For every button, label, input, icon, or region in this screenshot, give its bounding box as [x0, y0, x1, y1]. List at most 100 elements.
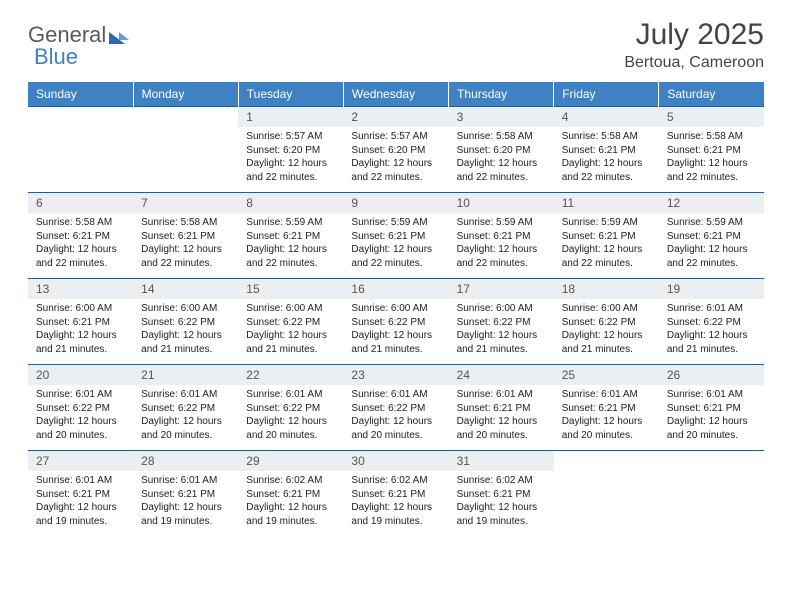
- calendar-day-cell: 19Sunrise: 6:01 AMSunset: 6:22 PMDayligh…: [659, 279, 764, 365]
- day-number: 27: [28, 451, 133, 471]
- day-details: Sunrise: 5:59 AMSunset: 6:21 PMDaylight:…: [343, 213, 448, 276]
- day-number: 28: [133, 451, 238, 471]
- day-details: Sunrise: 6:00 AMSunset: 6:22 PMDaylight:…: [133, 299, 238, 362]
- calendar-week-row: 13Sunrise: 6:00 AMSunset: 6:21 PMDayligh…: [28, 279, 764, 365]
- day-number: 16: [343, 279, 448, 299]
- calendar-day-cell: 21Sunrise: 6:01 AMSunset: 6:22 PMDayligh…: [133, 365, 238, 451]
- weekday-header: Friday: [554, 82, 659, 107]
- day-details: Sunrise: 6:01 AMSunset: 6:22 PMDaylight:…: [238, 385, 343, 448]
- day-details: Sunrise: 6:01 AMSunset: 6:21 PMDaylight:…: [449, 385, 554, 448]
- calendar-day-cell: 15Sunrise: 6:00 AMSunset: 6:22 PMDayligh…: [238, 279, 343, 365]
- calendar-day-cell: 26Sunrise: 6:01 AMSunset: 6:21 PMDayligh…: [659, 365, 764, 451]
- day-details: Sunrise: 5:59 AMSunset: 6:21 PMDaylight:…: [238, 213, 343, 276]
- calendar-day-cell: 17Sunrise: 6:00 AMSunset: 6:22 PMDayligh…: [449, 279, 554, 365]
- day-number: 11: [554, 193, 659, 213]
- calendar-week-row: 6Sunrise: 5:58 AMSunset: 6:21 PMDaylight…: [28, 193, 764, 279]
- month-title: July 2025: [624, 18, 764, 52]
- day-details: Sunrise: 6:00 AMSunset: 6:22 PMDaylight:…: [554, 299, 659, 362]
- day-number: 15: [238, 279, 343, 299]
- header: General July 2025 Bertoua, Cameroon: [28, 18, 764, 72]
- day-details: Sunrise: 6:01 AMSunset: 6:21 PMDaylight:…: [554, 385, 659, 448]
- calendar-day-cell: 5Sunrise: 5:58 AMSunset: 6:21 PMDaylight…: [659, 107, 764, 193]
- calendar-day-cell: 31Sunrise: 6:02 AMSunset: 6:21 PMDayligh…: [449, 451, 554, 537]
- location: Bertoua, Cameroon: [624, 54, 764, 72]
- day-number: 4: [554, 107, 659, 127]
- day-details: Sunrise: 6:01 AMSunset: 6:22 PMDaylight:…: [133, 385, 238, 448]
- day-number: 29: [238, 451, 343, 471]
- day-number: 19: [659, 279, 764, 299]
- calendar-day-cell: 6Sunrise: 5:58 AMSunset: 6:21 PMDaylight…: [28, 193, 133, 279]
- day-number: 21: [133, 365, 238, 385]
- day-details: Sunrise: 6:01 AMSunset: 6:22 PMDaylight:…: [343, 385, 448, 448]
- day-number: 3: [449, 107, 554, 127]
- calendar-day-cell: 14Sunrise: 6:00 AMSunset: 6:22 PMDayligh…: [133, 279, 238, 365]
- calendar-day-cell: 25Sunrise: 6:01 AMSunset: 6:21 PMDayligh…: [554, 365, 659, 451]
- day-details: Sunrise: 5:59 AMSunset: 6:21 PMDaylight:…: [659, 213, 764, 276]
- day-number: 23: [343, 365, 448, 385]
- day-number: 18: [554, 279, 659, 299]
- day-number: 7: [133, 193, 238, 213]
- day-number: 20: [28, 365, 133, 385]
- calendar-table: SundayMondayTuesdayWednesdayThursdayFrid…: [28, 82, 764, 537]
- calendar-day-cell: 27Sunrise: 6:01 AMSunset: 6:21 PMDayligh…: [28, 451, 133, 537]
- day-details: Sunrise: 5:58 AMSunset: 6:21 PMDaylight:…: [28, 213, 133, 276]
- day-details: Sunrise: 5:57 AMSunset: 6:20 PMDaylight:…: [238, 127, 343, 190]
- day-details: Sunrise: 6:00 AMSunset: 6:21 PMDaylight:…: [28, 299, 133, 362]
- day-details: Sunrise: 6:01 AMSunset: 6:22 PMDaylight:…: [28, 385, 133, 448]
- day-number: 26: [659, 365, 764, 385]
- day-details: Sunrise: 6:02 AMSunset: 6:21 PMDaylight:…: [449, 471, 554, 534]
- logo-text-2: Blue: [34, 44, 78, 70]
- day-details: Sunrise: 6:02 AMSunset: 6:21 PMDaylight:…: [343, 471, 448, 534]
- weekday-header: Monday: [133, 82, 238, 107]
- weekday-header: Sunday: [28, 82, 133, 107]
- calendar-day-cell: 7Sunrise: 5:58 AMSunset: 6:21 PMDaylight…: [133, 193, 238, 279]
- day-number: 14: [133, 279, 238, 299]
- day-details: Sunrise: 5:59 AMSunset: 6:21 PMDaylight:…: [449, 213, 554, 276]
- calendar-day-cell: 23Sunrise: 6:01 AMSunset: 6:22 PMDayligh…: [343, 365, 448, 451]
- calendar-day-cell: 11Sunrise: 5:59 AMSunset: 6:21 PMDayligh…: [554, 193, 659, 279]
- day-number: 13: [28, 279, 133, 299]
- weekday-header: Thursday: [449, 82, 554, 107]
- day-details: Sunrise: 5:58 AMSunset: 6:21 PMDaylight:…: [659, 127, 764, 190]
- day-details: Sunrise: 6:00 AMSunset: 6:22 PMDaylight:…: [449, 299, 554, 362]
- day-number: 31: [449, 451, 554, 471]
- calendar-empty-cell: ..: [554, 451, 659, 537]
- day-number: 9: [343, 193, 448, 213]
- weekday-header: Tuesday: [238, 82, 343, 107]
- logo-triangle2-icon: [119, 32, 129, 40]
- weekday-header: Wednesday: [343, 82, 448, 107]
- day-number: 22: [238, 365, 343, 385]
- day-number: 30: [343, 451, 448, 471]
- day-details: Sunrise: 6:00 AMSunset: 6:22 PMDaylight:…: [343, 299, 448, 362]
- day-number: 10: [449, 193, 554, 213]
- calendar-day-cell: 24Sunrise: 6:01 AMSunset: 6:21 PMDayligh…: [449, 365, 554, 451]
- calendar-day-cell: 22Sunrise: 6:01 AMSunset: 6:22 PMDayligh…: [238, 365, 343, 451]
- calendar-day-cell: 18Sunrise: 6:00 AMSunset: 6:22 PMDayligh…: [554, 279, 659, 365]
- calendar-empty-cell: ..: [28, 107, 133, 193]
- calendar-day-cell: 8Sunrise: 5:59 AMSunset: 6:21 PMDaylight…: [238, 193, 343, 279]
- calendar-week-row: 27Sunrise: 6:01 AMSunset: 6:21 PMDayligh…: [28, 451, 764, 537]
- title-block: July 2025 Bertoua, Cameroon: [624, 18, 764, 72]
- day-details: Sunrise: 6:02 AMSunset: 6:21 PMDaylight:…: [238, 471, 343, 534]
- day-details: Sunrise: 6:01 AMSunset: 6:21 PMDaylight:…: [133, 471, 238, 534]
- day-details: Sunrise: 6:01 AMSunset: 6:21 PMDaylight:…: [659, 385, 764, 448]
- calendar-day-cell: 2Sunrise: 5:57 AMSunset: 6:20 PMDaylight…: [343, 107, 448, 193]
- day-number: 12: [659, 193, 764, 213]
- day-number: 24: [449, 365, 554, 385]
- day-details: Sunrise: 5:58 AMSunset: 6:20 PMDaylight:…: [449, 127, 554, 190]
- calendar-empty-cell: ..: [133, 107, 238, 193]
- calendar-day-cell: 13Sunrise: 6:00 AMSunset: 6:21 PMDayligh…: [28, 279, 133, 365]
- calendar-week-row: 20Sunrise: 6:01 AMSunset: 6:22 PMDayligh…: [28, 365, 764, 451]
- calendar-day-cell: 30Sunrise: 6:02 AMSunset: 6:21 PMDayligh…: [343, 451, 448, 537]
- calendar-body: ....1Sunrise: 5:57 AMSunset: 6:20 PMDayl…: [28, 107, 764, 537]
- calendar-day-cell: 4Sunrise: 5:58 AMSunset: 6:21 PMDaylight…: [554, 107, 659, 193]
- day-number: 1: [238, 107, 343, 127]
- day-details: Sunrise: 5:58 AMSunset: 6:21 PMDaylight:…: [133, 213, 238, 276]
- day-number: 17: [449, 279, 554, 299]
- day-number: 25: [554, 365, 659, 385]
- calendar-header-row: SundayMondayTuesdayWednesdayThursdayFrid…: [28, 82, 764, 107]
- day-details: Sunrise: 5:59 AMSunset: 6:21 PMDaylight:…: [554, 213, 659, 276]
- day-number: 6: [28, 193, 133, 213]
- weekday-header: Saturday: [659, 82, 764, 107]
- day-details: Sunrise: 5:58 AMSunset: 6:21 PMDaylight:…: [554, 127, 659, 190]
